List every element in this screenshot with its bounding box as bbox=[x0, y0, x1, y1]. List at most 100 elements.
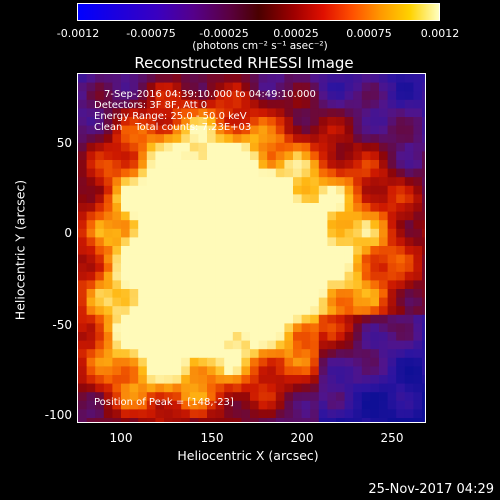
map-pixel bbox=[164, 82, 174, 92]
map-pixel bbox=[164, 289, 174, 299]
map-pixel bbox=[207, 366, 217, 376]
map-pixel bbox=[138, 263, 148, 273]
map-pixel bbox=[404, 134, 414, 144]
map-pixel bbox=[121, 142, 131, 152]
map-pixel bbox=[241, 409, 251, 419]
map-pixel bbox=[301, 366, 311, 376]
map-pixel bbox=[327, 74, 337, 84]
map-pixel bbox=[232, 203, 242, 213]
map-pixel bbox=[155, 228, 165, 238]
map-pixel bbox=[207, 177, 217, 187]
map-pixel bbox=[164, 254, 174, 264]
map-pixel bbox=[172, 323, 182, 333]
map-pixel bbox=[293, 246, 303, 256]
map-pixel bbox=[121, 349, 131, 359]
map-pixel bbox=[129, 392, 139, 402]
map-pixel bbox=[232, 125, 242, 135]
map-pixel bbox=[284, 237, 294, 247]
map-pixel bbox=[189, 418, 199, 422]
map-pixel bbox=[215, 314, 225, 324]
map-pixel bbox=[129, 168, 139, 178]
map-pixel bbox=[146, 297, 156, 307]
map-pixel bbox=[155, 409, 165, 419]
map-pixel bbox=[267, 160, 277, 170]
map-pixel bbox=[336, 418, 346, 422]
map-pixel bbox=[267, 151, 277, 161]
map-pixel bbox=[241, 418, 251, 422]
map-pixel bbox=[129, 418, 139, 422]
map-pixel bbox=[138, 375, 148, 385]
map-pixel bbox=[301, 237, 311, 247]
map-pixel bbox=[284, 82, 294, 92]
map-pixel bbox=[293, 280, 303, 290]
map-pixel bbox=[310, 349, 320, 359]
map-pixel bbox=[86, 134, 96, 144]
map-pixel bbox=[422, 357, 425, 367]
map-pixel bbox=[344, 332, 354, 342]
map-pixel bbox=[327, 228, 337, 238]
map-pixel bbox=[103, 160, 113, 170]
map-pixel bbox=[155, 306, 165, 316]
map-pixel bbox=[121, 392, 131, 402]
y-tick-label: -100 bbox=[44, 408, 72, 422]
map-pixel bbox=[310, 271, 320, 281]
map-pixel bbox=[293, 271, 303, 281]
map-pixel bbox=[215, 392, 225, 402]
map-pixel bbox=[293, 314, 303, 324]
map-pixel bbox=[327, 160, 337, 170]
map-pixel bbox=[198, 306, 208, 316]
map-pixel bbox=[181, 168, 191, 178]
map-pixel bbox=[103, 168, 113, 178]
map-pixel bbox=[301, 211, 311, 221]
map-pixel bbox=[370, 203, 380, 213]
map-pixel bbox=[387, 349, 397, 359]
map-pixel bbox=[224, 134, 234, 144]
map-pixel bbox=[310, 160, 320, 170]
map-pixel bbox=[336, 254, 346, 264]
map-pixel bbox=[293, 99, 303, 109]
map-pixel bbox=[207, 185, 217, 195]
map-pixel bbox=[155, 418, 165, 422]
map-pixel bbox=[310, 99, 320, 109]
map-pixel bbox=[370, 323, 380, 333]
map-pixel bbox=[422, 297, 425, 307]
map-pixel bbox=[112, 134, 122, 144]
map-pixel bbox=[198, 340, 208, 350]
map-pixel bbox=[232, 400, 242, 410]
map-pixel bbox=[146, 340, 156, 350]
colorbar-tick: 0.0012 bbox=[420, 27, 460, 40]
map-pixel bbox=[379, 91, 389, 101]
map-pixel bbox=[86, 211, 96, 221]
map-pixel bbox=[86, 194, 96, 204]
map-pixel bbox=[267, 185, 277, 195]
map-pixel bbox=[353, 254, 363, 264]
map-pixel bbox=[224, 246, 234, 256]
map-pixel bbox=[103, 203, 113, 213]
map-pixel bbox=[232, 340, 242, 350]
map-pixel bbox=[129, 332, 139, 342]
map-pixel bbox=[413, 418, 423, 422]
map-pixel bbox=[301, 254, 311, 264]
map-pixel bbox=[396, 297, 406, 307]
map-pixel bbox=[86, 142, 96, 152]
map-pixel bbox=[155, 280, 165, 290]
map-pixel bbox=[258, 349, 268, 359]
map-pixel bbox=[78, 409, 88, 419]
map-pixel bbox=[164, 375, 174, 385]
map-pixel bbox=[207, 82, 217, 92]
map-pixel bbox=[267, 340, 277, 350]
map-pixel bbox=[164, 349, 174, 359]
map-pixel bbox=[327, 297, 337, 307]
map-pixel bbox=[275, 332, 285, 342]
map-pixel bbox=[379, 349, 389, 359]
map-pixel bbox=[103, 349, 113, 359]
map-pixel bbox=[379, 400, 389, 410]
map-pixel bbox=[250, 82, 260, 92]
map-pixel bbox=[413, 289, 423, 299]
map-pixel bbox=[422, 125, 425, 135]
x-tick-label: 150 bbox=[200, 431, 224, 445]
map-pixel bbox=[138, 82, 148, 92]
map-pixel bbox=[146, 349, 156, 359]
map-pixel bbox=[267, 418, 277, 422]
map-pixel bbox=[318, 185, 328, 195]
